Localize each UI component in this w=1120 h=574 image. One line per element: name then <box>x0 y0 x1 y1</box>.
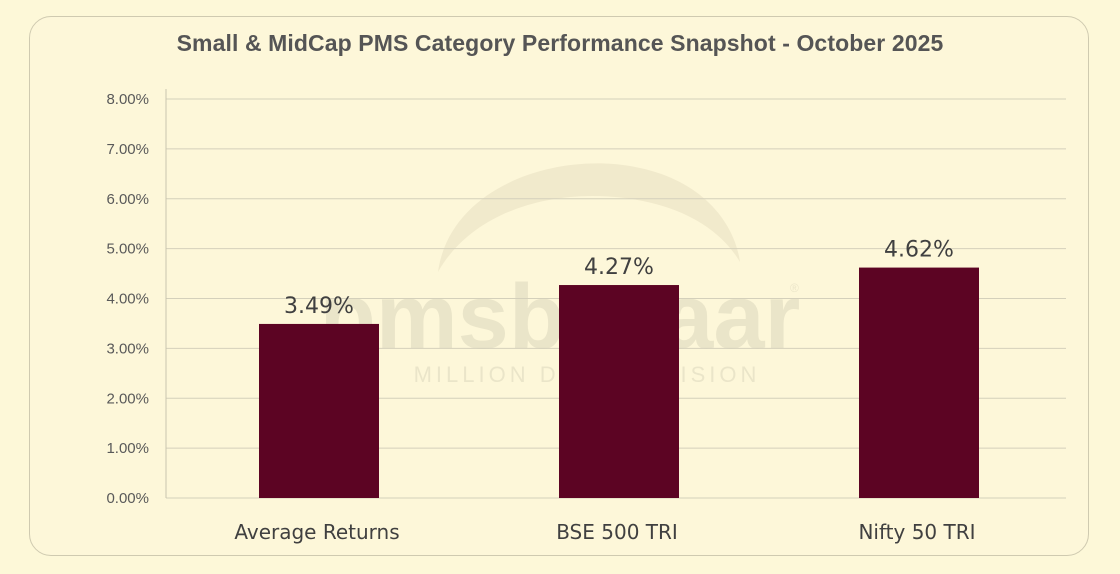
x-tick-label: BSE 500 TRI <box>556 520 678 544</box>
y-tick-label: 1.00% <box>106 440 149 457</box>
data-label: 4.27% <box>584 255 654 280</box>
x-tick-label: Average Returns <box>234 520 399 544</box>
bar <box>559 285 679 498</box>
y-tick-label: 7.00% <box>106 141 149 158</box>
x-axis: Average Returns BSE 500 TRI Nifty 50 TRI <box>234 520 975 544</box>
y-tick-label: 4.00% <box>106 291 149 308</box>
y-tick-label: 5.00% <box>106 241 149 258</box>
bar <box>259 323 379 498</box>
y-tick-label: 2.00% <box>106 390 149 407</box>
y-tick-label: 8.00% <box>106 91 149 108</box>
data-labels: 3.49% 4.27% 4.62% <box>284 238 954 319</box>
x-tick-label: Nifty 50 TRI <box>858 520 975 544</box>
watermark-registered-mark: ® <box>790 281 799 295</box>
watermark-arc-icon <box>438 163 740 272</box>
data-label: 3.49% <box>284 294 354 319</box>
y-tick-label: 0.00% <box>106 490 149 507</box>
y-tick-label: 6.00% <box>106 191 149 208</box>
bars <box>259 267 979 498</box>
bar <box>859 267 979 498</box>
data-label: 4.62% <box>884 238 954 263</box>
chart-title: Small & MidCap PMS Category Performance … <box>176 30 944 56</box>
y-axis: 0.00% 1.00% 2.00% 3.00% 4.00% 5.00% 6.00% 7.00%… <box>106 89 167 507</box>
y-tick-label: 3.00% <box>106 340 149 357</box>
